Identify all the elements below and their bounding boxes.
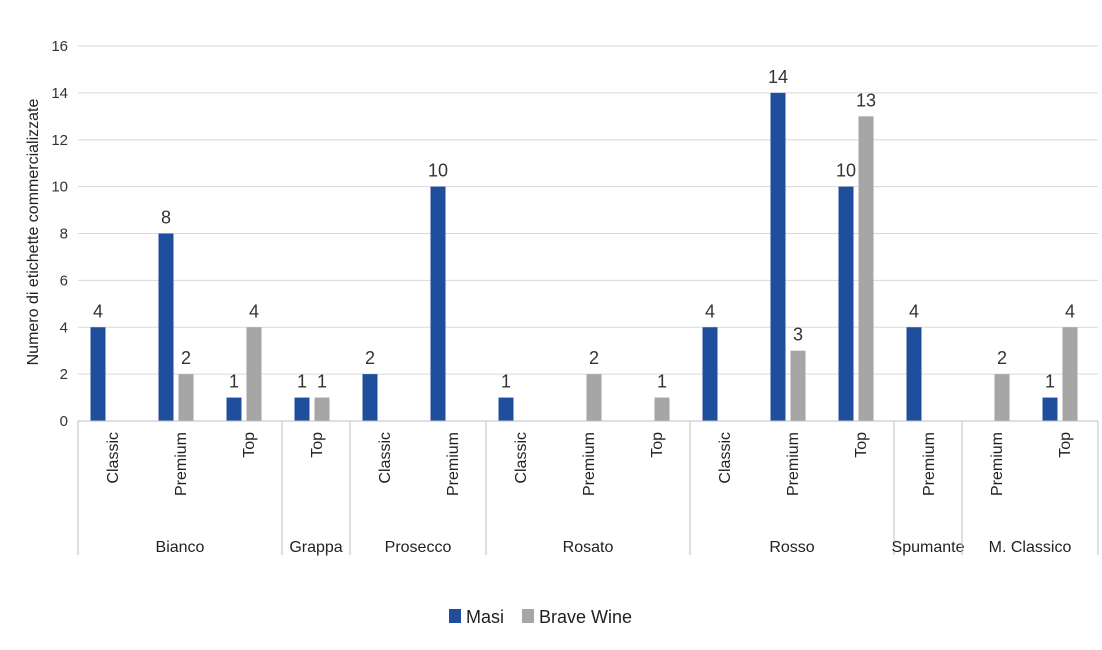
y-axis-label: Numero di etichette commercializzate xyxy=(25,99,42,366)
data-label: 13 xyxy=(856,90,876,110)
data-label: 4 xyxy=(705,301,715,321)
bar-brave-wine xyxy=(178,374,194,421)
data-label: 1 xyxy=(229,372,239,392)
legend-swatch xyxy=(522,609,534,623)
category-label: Classic xyxy=(105,432,122,484)
group-label: Prosecco xyxy=(385,539,452,556)
bar-brave-wine xyxy=(246,327,262,421)
legend-swatch xyxy=(449,609,461,623)
bar-brave-wine xyxy=(586,374,602,421)
data-label: 4 xyxy=(909,301,919,321)
y-tick-label: 16 xyxy=(51,38,68,55)
category-label: Premium xyxy=(785,432,802,496)
group-label: Rosato xyxy=(563,539,614,556)
category-label: Premium xyxy=(445,432,462,496)
data-label: 4 xyxy=(93,301,103,321)
data-label: 1 xyxy=(1045,372,1055,392)
group-label: M. Classico xyxy=(989,539,1072,556)
bar-brave-wine xyxy=(1062,327,1078,421)
bar-brave-wine xyxy=(790,350,806,421)
bar-masi xyxy=(702,327,718,421)
bar-masi xyxy=(90,327,106,421)
data-label: 10 xyxy=(428,161,448,181)
legend: Masi Brave Wine xyxy=(449,607,632,627)
group-label: Rosso xyxy=(769,539,814,556)
data-label: 2 xyxy=(997,348,1007,368)
category-label: Top xyxy=(309,432,326,458)
bar-masi xyxy=(838,186,854,421)
category-label: Premium xyxy=(921,432,938,496)
category-label: Premium xyxy=(173,432,190,496)
data-label: 3 xyxy=(793,325,803,345)
bar-masi xyxy=(362,374,378,421)
legend-label: Masi xyxy=(466,607,504,627)
bar-masi xyxy=(430,186,446,421)
bar-masi xyxy=(770,92,786,421)
bar-brave-wine xyxy=(654,397,670,421)
category-label: Classic xyxy=(513,432,530,484)
y-tick-label: 0 xyxy=(60,413,68,430)
bars xyxy=(90,92,1078,421)
bar-masi xyxy=(498,397,514,421)
category-label: Premium xyxy=(581,432,598,496)
data-label: 2 xyxy=(589,348,599,368)
bar-brave-wine xyxy=(994,374,1010,421)
bar-masi xyxy=(294,397,310,421)
category-label: Top xyxy=(853,432,870,458)
category-label: Classic xyxy=(377,432,394,484)
category-label: Premium xyxy=(989,432,1006,496)
data-label: 4 xyxy=(1065,301,1075,321)
data-label: 1 xyxy=(317,372,327,392)
group-label: Spumante xyxy=(892,539,965,556)
category-label: Classic xyxy=(717,432,734,484)
y-tick-label: 2 xyxy=(60,366,68,383)
bar-brave-wine xyxy=(314,397,330,421)
bar-masi xyxy=(158,233,174,421)
y-tick-label: 10 xyxy=(51,179,68,196)
data-label: 1 xyxy=(501,372,511,392)
data-label: 2 xyxy=(365,348,375,368)
data-label: 1 xyxy=(657,372,667,392)
data-label: 2 xyxy=(181,348,191,368)
bar-masi xyxy=(1042,397,1058,421)
y-tick-label: 6 xyxy=(60,272,68,289)
y-tick-label: 14 xyxy=(51,85,68,102)
y-axis-ticks: 0 2 4 6 8 10 12 14 16 xyxy=(51,38,68,430)
bar-masi xyxy=(226,397,242,421)
category-label: Top xyxy=(241,432,258,458)
data-label: 4 xyxy=(249,301,259,321)
category-label: Top xyxy=(649,432,666,458)
x-axis: Classic Premium Top Bianco Top Grappa Classic P… xyxy=(77,420,1099,556)
bar-masi xyxy=(906,327,922,421)
y-tick-label: 12 xyxy=(51,132,68,149)
data-label: 10 xyxy=(836,161,856,181)
data-label: 8 xyxy=(161,208,171,228)
y-tick-label: 4 xyxy=(60,319,68,336)
data-label: 14 xyxy=(768,67,788,87)
bar-brave-wine xyxy=(858,116,874,421)
data-label: 1 xyxy=(297,372,307,392)
group-label: Bianco xyxy=(156,539,205,556)
y-tick-label: 8 xyxy=(60,226,68,243)
legend-label: Brave Wine xyxy=(539,607,632,627)
group-label: Grappa xyxy=(289,539,342,556)
category-label: Top xyxy=(1057,432,1074,458)
